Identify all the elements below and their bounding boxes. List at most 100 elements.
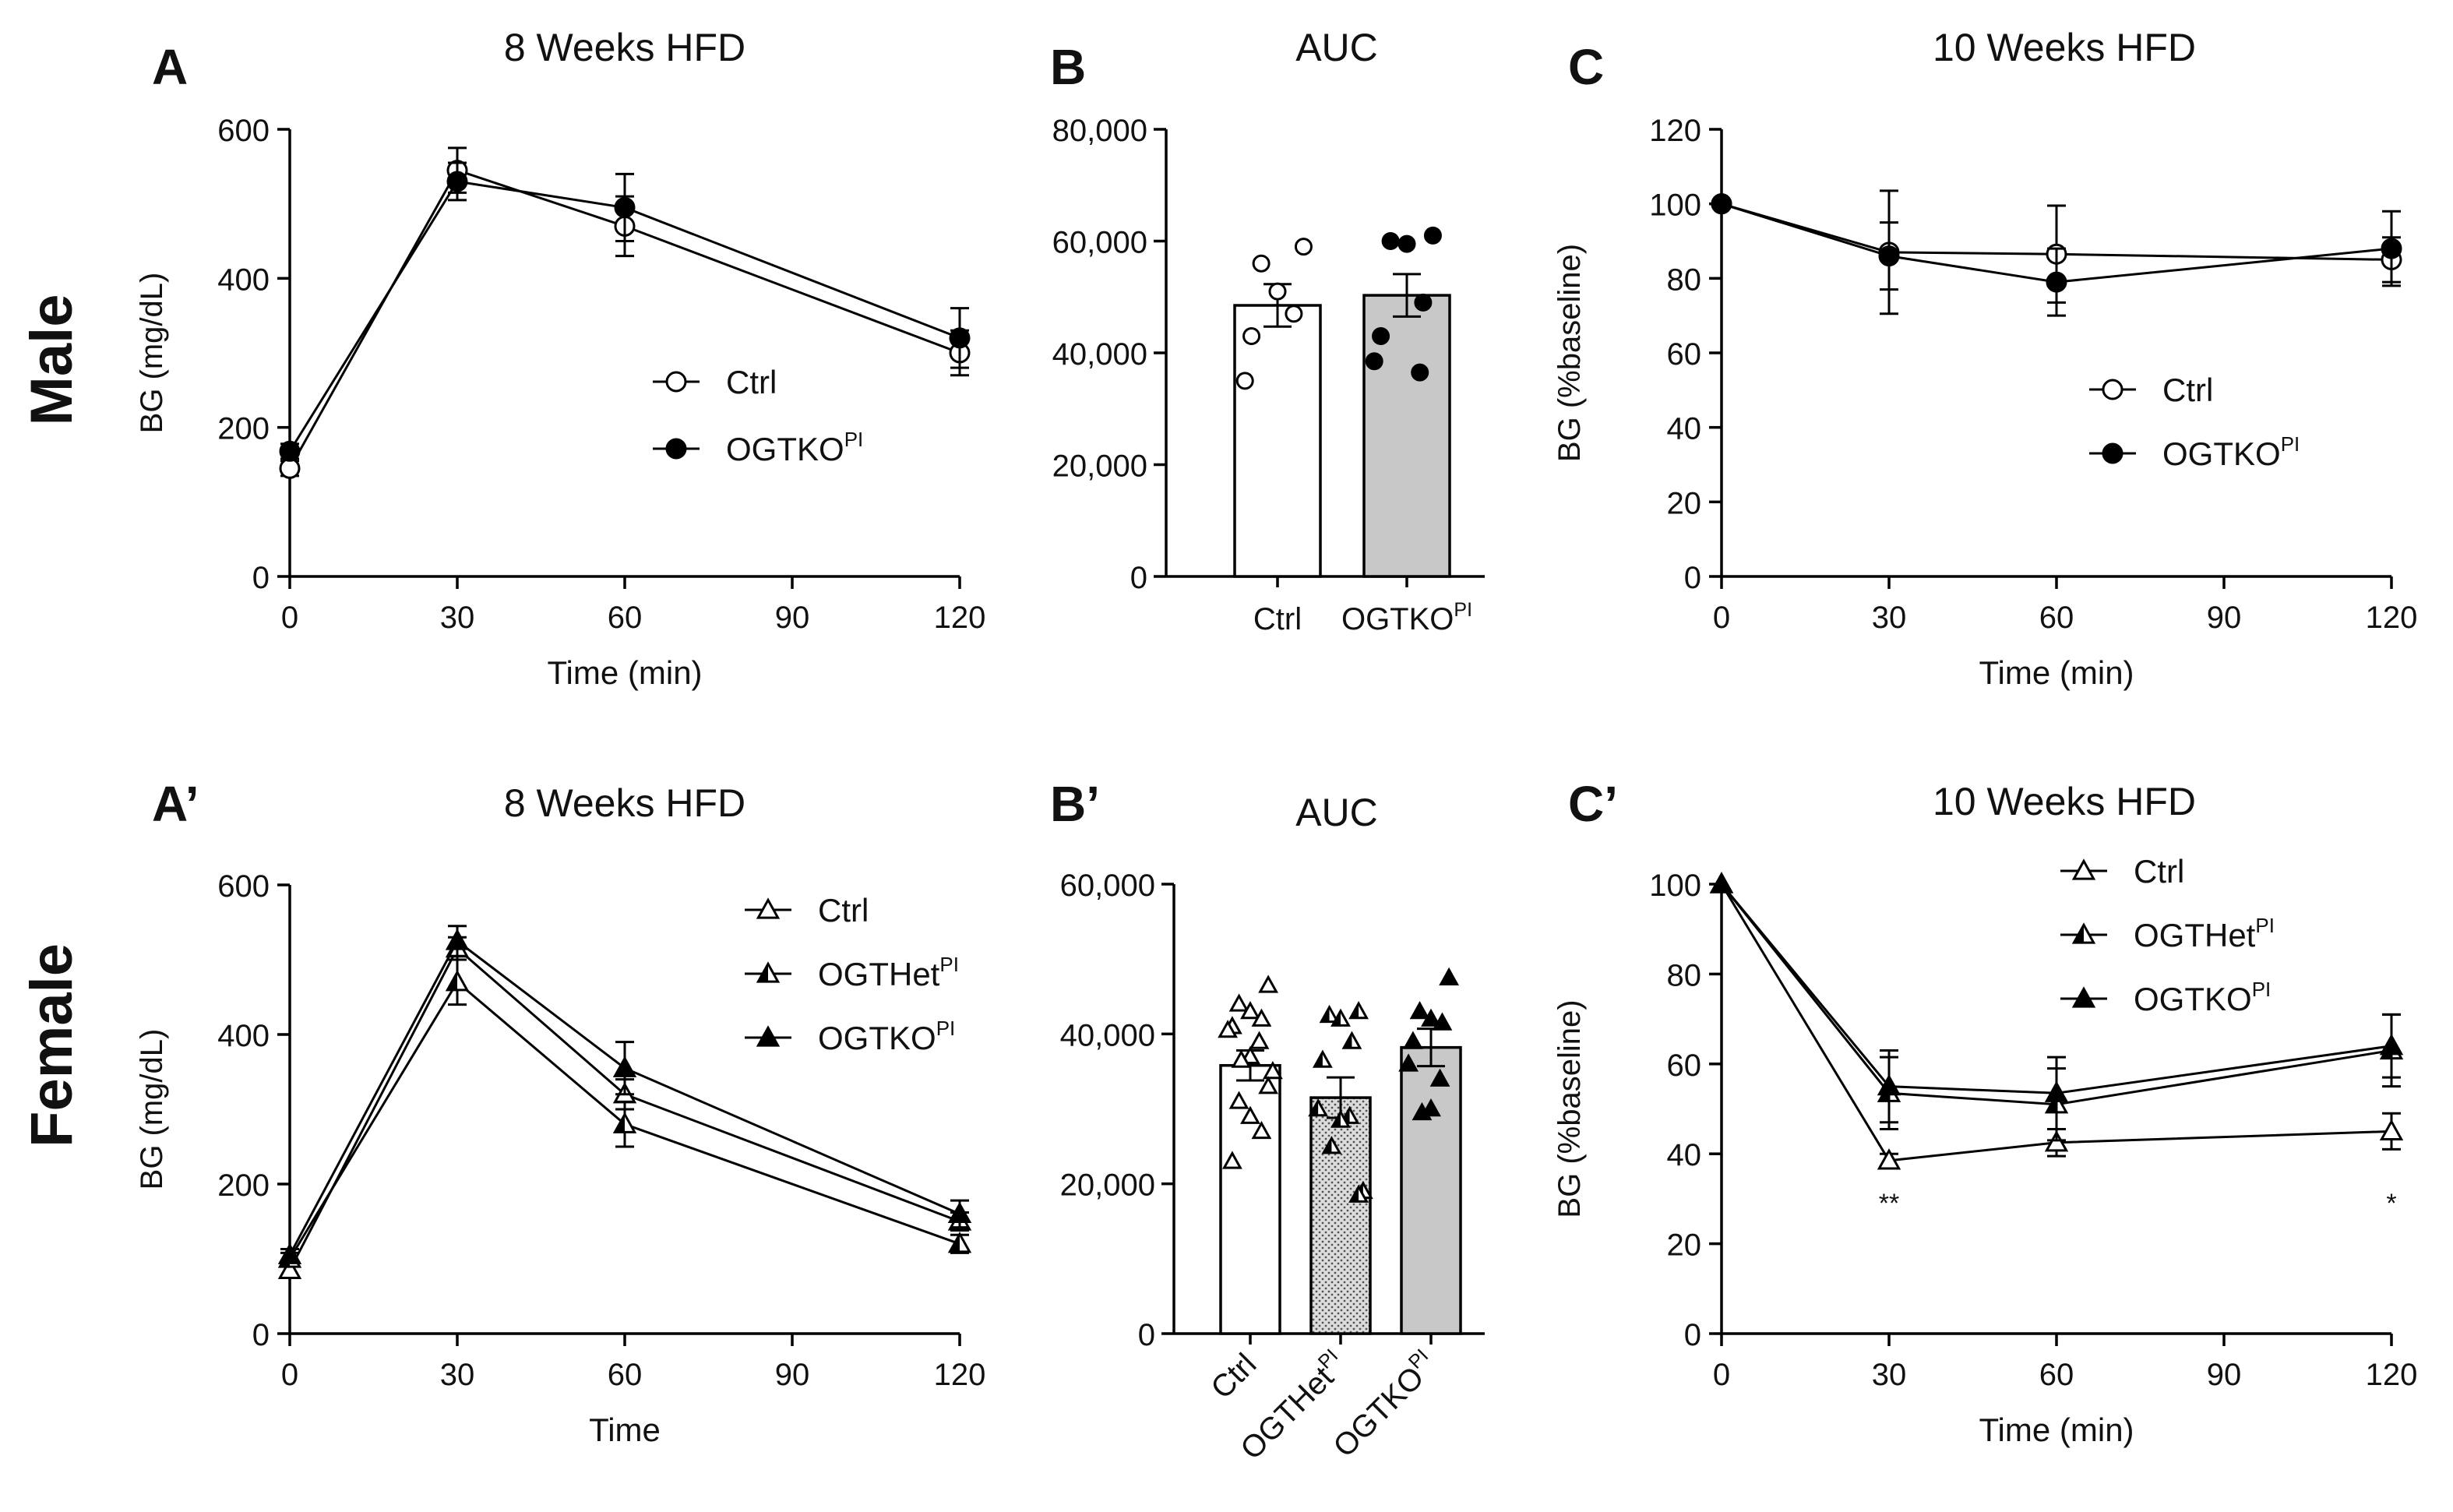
data-point-A-1-0 [279,440,301,462]
scatter-point-B2-0-1 [1228,993,1249,1012]
data-point-C2-0-3 [2379,1119,2404,1140]
x-tick-label-C2-2: 60 [2039,1358,2074,1392]
panel-letter-B: B [1050,39,1086,95]
x-tick-label-C-2: 60 [2039,601,2074,635]
scatter-point-B-0-4 [1242,326,1261,345]
scatter-point-B2-2-2 [1421,1008,1441,1027]
data-point-A2-1-3 [947,1232,972,1253]
y-tick-label-C-1: 20 [1667,486,1702,520]
legend-marker-C2-2 [2071,986,2096,1008]
y-tick-label-B-1: 20,000 [1052,449,1147,484]
y-tick-label-A2-3: 600 [217,869,270,904]
data-point-A2-0-0 [277,1257,302,1280]
y-tick-label-A2-0: 0 [252,1318,270,1352]
legend-label-A-1-sup: PI [844,428,864,451]
x-tick-label-A-3: 90 [775,601,810,635]
scatter-point-B2-1-3-half [1344,1033,1352,1049]
scatter-point-B2-1-1-half [1321,1006,1330,1022]
y-tick-label-B-3: 60,000 [1052,226,1147,260]
series-line-A2-2 [288,939,960,1256]
scatter-point-B2-1-0 [1348,1001,1369,1020]
series-line-C-1 [1721,203,2392,284]
data-point-C2-1-2-half [2046,1094,2057,1112]
legend-marker-A2-2 [756,1025,781,1047]
y-tick-label-B2-3: 60,000 [1060,869,1155,903]
legend-label-A2-1: OGTHetPI [818,953,959,992]
data-point-A2-1-3-half [950,1234,960,1252]
legend-label-C-1-sup: PI [2281,432,2300,456]
legend-label-C-1: OGTKOPI [2162,432,2300,472]
y-tick-label-B2-2: 40,000 [1060,1018,1155,1052]
scatter-point-B2-0-11 [1228,1091,1249,1109]
chart-title-A: 8 Weeks HFD [504,26,745,69]
chart-B2: B’ AUC020,00040,00060,000CtrlOGTHetPIOGTK… [1050,776,1485,1466]
scatter-point-B-1-6 [1411,363,1429,382]
scatter-point-B2-0-14 [1221,1151,1242,1169]
legend-label-A-1: OGTKOPI [726,428,863,467]
row-label-male: Male [19,294,85,426]
x-tick-label-C-4: 120 [2366,601,2418,635]
scatter-point-B-0-2 [1268,282,1287,301]
y-tick-label-C-0: 0 [1684,561,1701,595]
x-tick-label-A-4: 120 [934,601,986,635]
scatter-point-B-0-1 [1252,254,1271,273]
legend-marker-C-1 [2102,442,2123,464]
chart-A2: A’ 8 Weeks HFD 0 200 400 600 0 30 60 90 120 Time BG … [135,776,985,1448]
y-tick-label-C2-4: 80 [1667,958,1702,992]
data-point-C2-2-3 [2379,1033,2404,1056]
legend-marker-A2-1 [756,961,781,983]
y-tick-label-C-4: 80 [1667,263,1702,297]
chart-C: C 10 Weeks HFD 0 20 40 60 80 100 120 0 30 60 90 120 Ti… [1553,26,2417,691]
data-point-C2-2-0 [1709,872,1734,893]
data-point-A2-2-0 [277,1242,302,1264]
x-tick-label-C-3: 90 [2207,601,2242,635]
x-tick-label-C-0: 0 [1713,601,1730,635]
y-axis-title-C: BG (%baseline) [1553,244,1587,462]
scatter-point-B2-0-9 [1262,1060,1283,1080]
chart-B: B AUC 0 20,000 40,000 60,000 80,000 Ctrl OGTKOPI [1050,26,1485,636]
data-point-C-1-3 [2381,238,2402,259]
series-line-A-0 [288,168,960,470]
legend-label-C2-2-sup: PI [2252,978,2271,1001]
y-axis-title-A2: BG (mg/dL) [135,1029,169,1190]
row-label-female: Female [19,943,85,1147]
legend-marker-C-0 [2102,379,2123,400]
bar-B-0 [1233,304,1322,578]
significance-C2-0: ** [1879,1189,1899,1218]
x-tick-label-A-2: 60 [608,601,643,635]
scatter-point-B2-1-7-half [1332,1112,1341,1127]
y-tick-label-B-0: 0 [1130,561,1147,595]
legend-marker-A-1 [665,438,687,460]
scatter-point-B2-0-13 [1251,1120,1272,1140]
data-point-C-1-0 [1711,193,1732,215]
legend-marker-C2-1-half [2074,925,2084,943]
chart-title-B2: AUC [1295,791,1378,834]
y-tick-label-A-1: 200 [217,412,270,446]
scatter-point-B2-1-10-half [1350,1186,1359,1202]
x-axis-title-C: Time (min) [1979,654,2134,691]
data-point-A2-1-2 [612,1112,637,1133]
scatter-point-B2-0-12 [1240,1105,1260,1124]
category-label-B2-1-sup: PI [1314,1345,1343,1373]
scatter-point-B2-1-8-half [1323,1138,1332,1153]
scatter-point-B2-1-4-half [1314,1052,1323,1067]
category-label-B2-2: OGTKOPI [1325,1345,1444,1464]
x-tick-label-A2-4: 120 [934,1358,986,1392]
scatter-point-B2-1-8 [1321,1136,1342,1154]
data-point-C2-0-1 [1877,1148,1901,1170]
data-point-A2-1-1-half [447,972,457,990]
scatter-point-B2-0-6 [1249,1031,1270,1049]
legend-marker-A2-1-half [758,964,768,982]
series-line-C2-0 [1720,883,2392,1162]
scatter-point-B2-1-7 [1330,1109,1351,1128]
chart-C2: C’ 10 Weeks HFD 0 20 40 60 80 100 0 30 60 90 120 Time… [1553,776,2417,1448]
significance-C2-1: * [2386,1189,2396,1218]
y-tick-label-B-2: 40,000 [1052,337,1147,372]
data-point-A2-1-2-half [615,1114,625,1133]
y-tick-label-C2-5: 100 [1649,869,1701,903]
y-tick-label-A-0: 0 [252,561,270,595]
x-tick-label-A2-1: 30 [440,1358,475,1392]
x-tick-label-C2-1: 30 [1872,1358,1907,1392]
panel-letter-C: C [1568,39,1604,95]
